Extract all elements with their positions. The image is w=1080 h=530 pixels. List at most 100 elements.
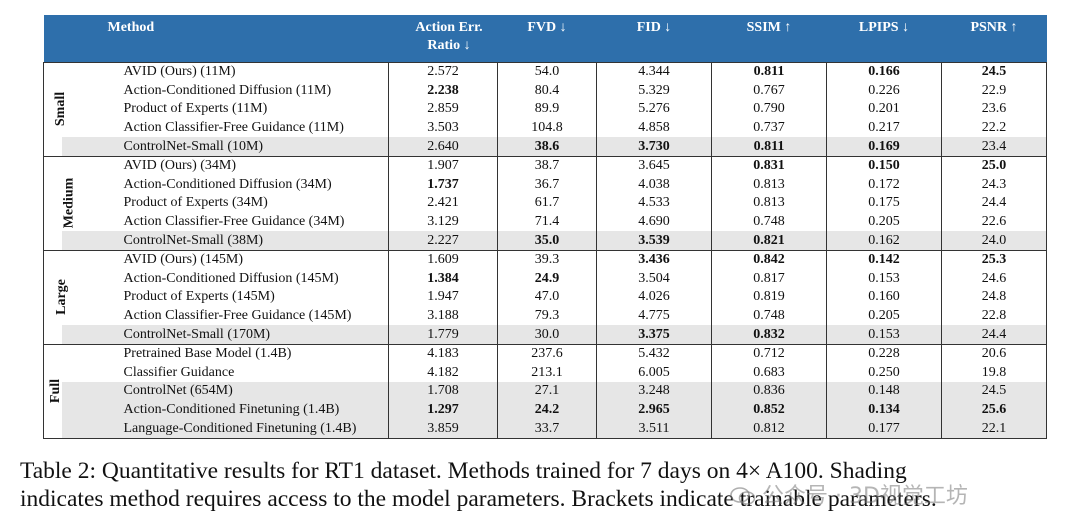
metric-cell: 33.7 — [497, 419, 597, 439]
metric-cell: 0.228 — [826, 343, 942, 364]
metric-cell: 0.205 — [826, 306, 942, 326]
group-label: Medium — [61, 178, 77, 229]
table-row: Action Classifier-Free Guidance (145M) 3.… — [44, 306, 1047, 326]
table-row: Action-Conditioned Diffusion (34M) 1.737 3… — [44, 175, 1047, 195]
metric-cell: 24.3 — [941, 175, 1047, 195]
group-label: Small — [53, 92, 69, 127]
header-ssim: SSIM ↑ — [711, 15, 827, 63]
metric-cell: 24.9 — [497, 269, 597, 289]
metric-cell: 0.813 — [711, 175, 827, 195]
metric-cell: 24.2 — [497, 400, 597, 420]
method-cell: Product of Experts (145M) — [123, 289, 275, 305]
metric-cell: 104.8 — [497, 118, 597, 138]
metric-cell: 3.511 — [596, 419, 712, 439]
metric-cell: 0.813 — [711, 194, 827, 213]
metric-cell: 0.712 — [711, 343, 827, 364]
table-row: Medium AVID (Ours) (34M) 1.907 38.7 3.645 0.8… — [43, 155, 1047, 251]
table-row: Action-Conditioned Finetuning (1.4B) 1.29… — [44, 400, 1047, 420]
metric-cell: 0.166 — [826, 61, 942, 82]
metric-cell: 0.175 — [826, 194, 942, 213]
metric-cell: 24.5 — [941, 61, 1047, 82]
metric-cell: 0.201 — [826, 100, 942, 119]
group-label: Full — [48, 379, 64, 404]
metric-cell: 2.640 — [388, 137, 498, 157]
metric-cell: 19.8 — [941, 363, 1047, 383]
metric-cell: 24.5 — [941, 382, 1047, 401]
metric-cell: 0.811 — [711, 61, 827, 82]
metric-cell: 0.162 — [826, 231, 942, 251]
table-row: ControlNet (654M) 1.708 27.1 3.248 0.836 0.14… — [44, 382, 1047, 401]
metric-cell: 0.150 — [826, 155, 942, 176]
table-row: Action-Conditioned Diffusion (145M) 1.384… — [44, 269, 1047, 289]
metric-cell: 0.812 — [711, 419, 827, 439]
metric-cell: 213.1 — [497, 363, 597, 383]
method-cell: Action-Conditioned Diffusion (145M) — [123, 270, 339, 286]
metric-cell: 1.297 — [388, 400, 498, 420]
header-group-spacer — [43, 15, 62, 63]
metric-cell: 30.0 — [497, 325, 597, 345]
method-cell: AVID (Ours) (11M) — [61, 61, 389, 82]
metric-cell: 3.248 — [596, 382, 712, 401]
metric-cell: 0.767 — [711, 81, 827, 101]
table-row: Product of Experts (34M) 2.421 61.7 4.533 0.… — [44, 194, 1047, 213]
results-table: Method Action Err. Ratio ↓ FVD ↓ FID ↓ S… — [43, 15, 1047, 439]
metric-cell: 71.4 — [497, 212, 597, 232]
table-row: Product of Experts (11M) 2.859 89.9 5.276 0.… — [44, 100, 1047, 119]
table-header-row: Method Action Err. Ratio ↓ FVD ↓ FID ↓ S… — [43, 15, 1047, 63]
header-method: Method — [61, 15, 389, 63]
metric-cell: 47.0 — [497, 288, 597, 307]
method-cell: Language-Conditioned Finetuning (1.4B) — [61, 419, 389, 439]
header-action-err: Action Err. Ratio ↓ — [388, 15, 498, 63]
metric-cell: 0.177 — [826, 419, 942, 439]
method-cell: ControlNet-Small (38M) — [61, 231, 389, 251]
caption-line-1: Table 2: Quantitative results for RT1 da… — [20, 458, 907, 484]
metric-cell: 0.748 — [711, 306, 827, 326]
metric-cell: 0.737 — [711, 118, 827, 138]
metric-cell: 0.831 — [711, 155, 827, 176]
metric-cell: 3.436 — [596, 249, 712, 270]
metric-cell: 1.737 — [388, 175, 498, 195]
metric-cell: 1.947 — [388, 288, 498, 307]
header-fvd: FVD ↓ — [497, 15, 597, 63]
method-cell: AVID (Ours) (34M) — [61, 155, 389, 176]
table-body: Small AVID (Ours) (11M) 2.572 54.0 4.344 0.81… — [43, 61, 1047, 439]
watermark: 公众号 · 3D视觉工坊 — [730, 478, 968, 510]
table-row: Action Classifier-Free Guidance (11M) 3.5… — [44, 118, 1047, 138]
metric-cell: 2.965 — [596, 400, 712, 420]
metric-cell: 22.6 — [941, 212, 1047, 232]
metric-cell: 1.907 — [388, 155, 498, 176]
metric-cell: 3.645 — [596, 155, 712, 176]
metric-cell: 0.811 — [711, 137, 827, 157]
metric-cell: 0.683 — [711, 363, 827, 383]
header-action-err-line2: Ratio ↓ — [427, 38, 471, 53]
metric-cell: 237.6 — [497, 343, 597, 364]
metric-cell: 5.276 — [596, 100, 712, 119]
metric-cell: 3.859 — [388, 419, 498, 439]
metric-cell: 3.539 — [596, 231, 712, 251]
table-row: Language-Conditioned Finetuning (1.4B) 3.… — [44, 419, 1047, 439]
table-caption: Table 2: Quantitative results for RT1 da… — [20, 457, 1080, 513]
metric-cell: 4.038 — [596, 175, 712, 195]
metric-cell: 0.205 — [826, 212, 942, 232]
metric-cell: 4.775 — [596, 306, 712, 326]
metric-cell: 80.4 — [497, 81, 597, 101]
table-row: ControlNet-Small (38M) 2.227 35.0 3.539 0.82… — [44, 231, 1047, 251]
table-row: ControlNet-Small (170M) 1.779 30.0 3.375 0.8… — [44, 325, 1047, 345]
metric-cell: 3.503 — [388, 118, 498, 138]
metric-cell: 20.6 — [941, 343, 1047, 364]
header-action-err-line1: Action Err. — [415, 20, 483, 35]
metric-cell: 1.779 — [388, 325, 498, 345]
header-fid: FID ↓ — [596, 15, 712, 63]
metric-cell: 25.0 — [941, 155, 1047, 176]
metric-cell: 0.160 — [826, 288, 942, 307]
group-label-cell: Medium — [43, 155, 76, 251]
metric-cell: 0.790 — [711, 100, 827, 119]
metric-cell: 2.572 — [388, 61, 498, 82]
metric-cell: 4.183 — [388, 343, 498, 364]
metric-cell: 38.7 — [497, 155, 597, 176]
method-cell: Action-Conditioned Finetuning (1.4B) — [61, 400, 389, 420]
caption-line-2: indicates method requires access to the … — [20, 486, 937, 512]
method-cell: ControlNet-Small (170M) — [61, 325, 389, 345]
metric-cell: 24.4 — [941, 194, 1047, 213]
metric-cell: 39.3 — [497, 249, 597, 270]
